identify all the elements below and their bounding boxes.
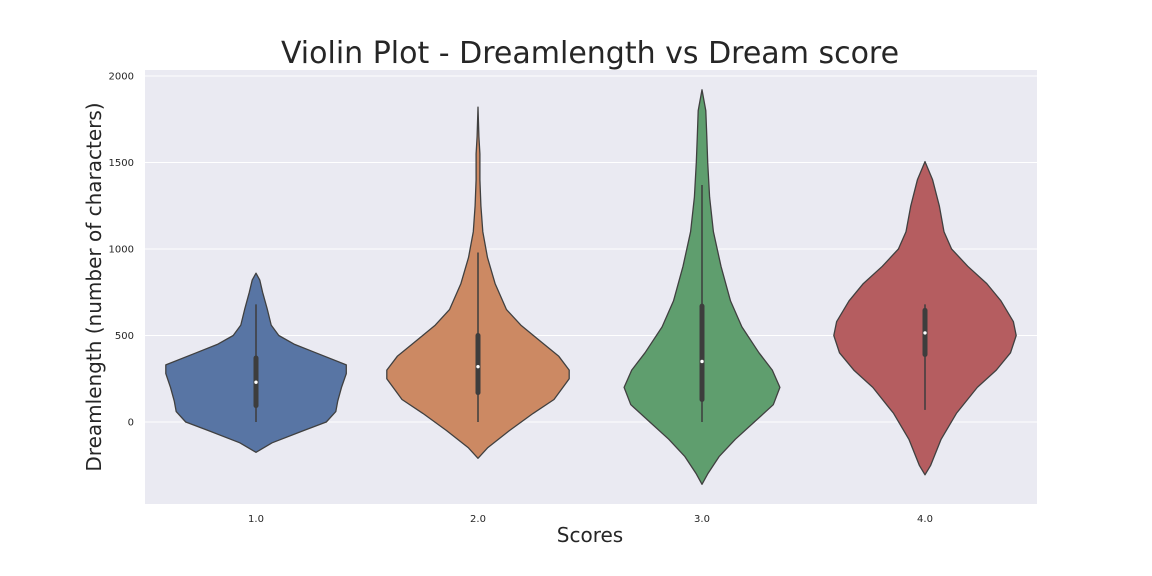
y-tick-label: 1000: [109, 245, 134, 256]
x-tick-label: 4.0: [917, 514, 933, 525]
violin-median-dot: [700, 359, 704, 364]
x-tick-label: 2.0: [470, 514, 486, 525]
violin-2.0: [386, 106, 570, 459]
y-tick-label: 2000: [109, 72, 134, 83]
chart-title: Violin Plot - Dreamlength vs Dream score: [281, 36, 899, 71]
y-axis-label: Dreamlength (number of characters): [82, 102, 106, 471]
y-tick-label: 500: [115, 331, 134, 342]
violin-median-dot: [254, 380, 258, 384]
violin-3.0: [623, 89, 781, 485]
y-tick-label: 0: [128, 418, 134, 429]
violin-1.0: [165, 272, 347, 453]
x-tick-labels: 1.0 2.0 3.0 4.0: [248, 514, 933, 525]
violin-median-dot: [923, 331, 927, 335]
x-axis-label: Scores: [557, 523, 623, 547]
x-tick-label: 1.0: [248, 514, 264, 525]
violin-median-dot: [476, 364, 480, 369]
violin-4.0: [833, 160, 1017, 476]
violins-group: [165, 89, 1017, 485]
x-tick-label: 3.0: [694, 514, 710, 525]
y-tick-label: 1500: [109, 158, 134, 169]
y-tick-labels: 0 500 1000 1500 2000: [109, 72, 134, 429]
